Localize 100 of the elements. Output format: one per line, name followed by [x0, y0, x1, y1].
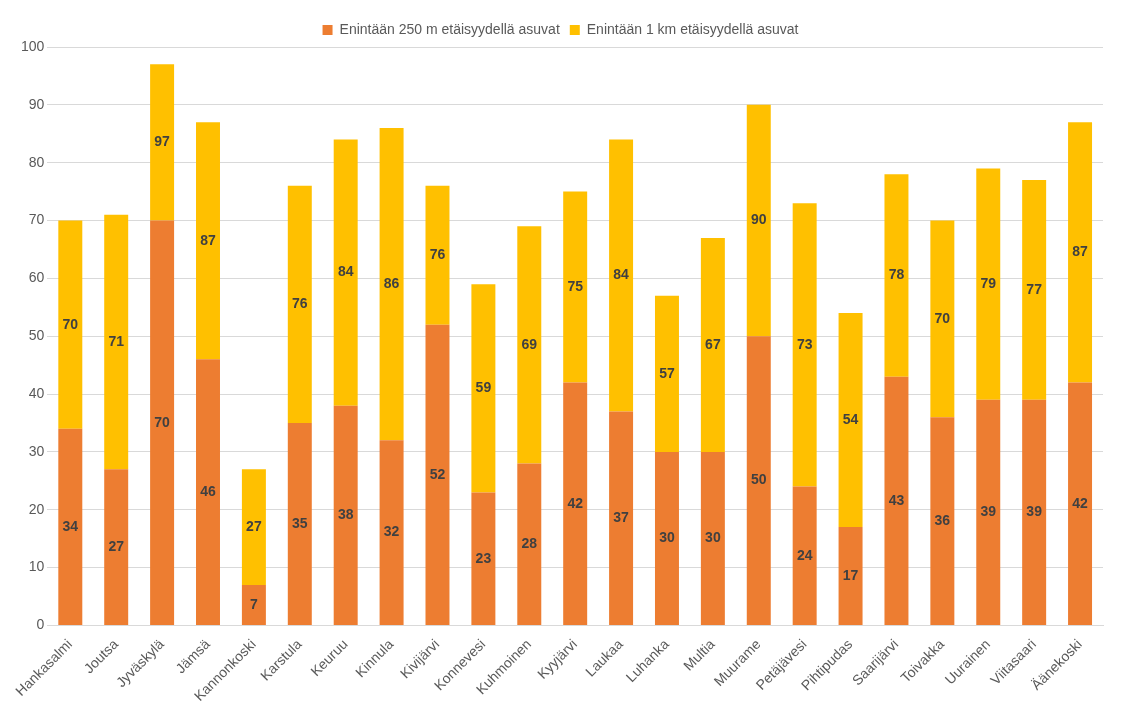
- bar: [1022, 399, 1047, 625]
- bar: [58, 220, 83, 429]
- bar: [104, 469, 129, 625]
- data-label: 52: [429, 465, 446, 482]
- bar: [654, 295, 679, 452]
- data-label: 42: [567, 494, 584, 511]
- data-label: 39: [1026, 503, 1043, 520]
- bar: [150, 220, 175, 625]
- data-label: 35: [292, 514, 308, 531]
- total-label: 87: [1072, 243, 1089, 260]
- bar: [517, 226, 542, 464]
- bar: [517, 463, 542, 625]
- data-label: 30: [705, 529, 721, 546]
- total-label: 84: [613, 266, 630, 283]
- bar: [700, 451, 725, 625]
- bar: [471, 492, 496, 625]
- data-label: 32: [383, 523, 400, 540]
- total-label: 84: [337, 263, 354, 280]
- legend-label: Enintään 250 m etäisyydellä asuvat: [339, 20, 560, 37]
- bar: [884, 174, 909, 377]
- data-label: 36: [934, 511, 951, 528]
- total-label: 79: [980, 275, 997, 292]
- total-label: 76: [429, 246, 446, 263]
- data-label: 39: [980, 503, 997, 520]
- data-label: 28: [521, 535, 538, 552]
- bar: [471, 284, 496, 493]
- bar: [792, 203, 817, 487]
- y-tick-label: 60: [28, 269, 45, 286]
- bar: [700, 237, 725, 452]
- total-label: 97: [154, 133, 171, 150]
- bar: [976, 168, 1001, 400]
- data-label: 17: [842, 566, 859, 583]
- bar: [930, 220, 955, 418]
- data-label: 23: [475, 549, 492, 566]
- bar: [104, 214, 129, 470]
- bar: [746, 104, 771, 337]
- bar: [379, 440, 404, 625]
- bar: [609, 411, 634, 625]
- bar: [379, 127, 404, 441]
- bar: [333, 405, 358, 625]
- y-tick-label: 70: [28, 211, 45, 228]
- total-label: 76: [292, 295, 308, 312]
- bar: [654, 451, 679, 625]
- bar: [425, 185, 450, 325]
- data-label: 27: [108, 537, 125, 554]
- y-tick-label: 0: [36, 616, 45, 633]
- y-tick-label: 10: [28, 558, 45, 575]
- total-label: 75: [567, 277, 584, 294]
- data-label: 43: [888, 491, 905, 508]
- total-label: 59: [475, 379, 492, 396]
- bar: [287, 422, 312, 625]
- total-label: 70: [934, 309, 951, 326]
- bar: [241, 469, 266, 585]
- total-label: 69: [521, 335, 538, 352]
- bar: [1068, 122, 1093, 383]
- total-label: 67: [705, 335, 721, 352]
- y-tick-label: 80: [28, 153, 45, 170]
- bar: [196, 122, 220, 360]
- data-label: 38: [337, 506, 354, 523]
- total-label: 73: [796, 335, 813, 352]
- data-label: 46: [200, 483, 216, 499]
- data-label: 24: [796, 546, 813, 563]
- y-tick-label: 20: [28, 500, 45, 517]
- bar: [609, 139, 634, 412]
- data-label: 70: [154, 413, 171, 430]
- bar: [563, 382, 588, 625]
- data-label: 50: [750, 471, 767, 488]
- total-label: 70: [62, 315, 79, 332]
- y-tick-label: 40: [28, 384, 45, 401]
- data-label: 42: [1072, 494, 1089, 511]
- total-label: 87: [200, 231, 216, 248]
- bar: [1022, 180, 1047, 400]
- y-tick-label: 50: [28, 327, 45, 344]
- total-label: 90: [750, 211, 767, 228]
- total-label: 54: [842, 410, 859, 427]
- bar: [930, 417, 955, 625]
- y-tick-label: 30: [28, 442, 45, 459]
- bar: [241, 584, 266, 625]
- bar: [884, 376, 909, 625]
- bar: [838, 527, 863, 625]
- bar: [1068, 382, 1093, 625]
- bar: [838, 313, 863, 528]
- bar: [792, 486, 817, 625]
- bar: [333, 139, 358, 406]
- total-label: 86: [383, 275, 400, 292]
- bar: [287, 185, 312, 423]
- data-label: 37: [613, 509, 630, 526]
- bar: [746, 336, 771, 625]
- bar: [196, 359, 220, 625]
- total-label: 27: [246, 517, 262, 534]
- data-label: 7: [250, 595, 258, 612]
- bar: [150, 64, 175, 221]
- bar: [425, 324, 450, 625]
- y-tick-label: 100: [21, 37, 45, 54]
- data-label: 34: [62, 517, 79, 534]
- y-tick-label: 90: [28, 95, 45, 112]
- total-label: 77: [1026, 280, 1043, 297]
- total-label: 78: [888, 266, 905, 283]
- bar: [58, 428, 83, 625]
- legend-label: Enintään 1 km etäisyydellä asuvat: [586, 20, 799, 37]
